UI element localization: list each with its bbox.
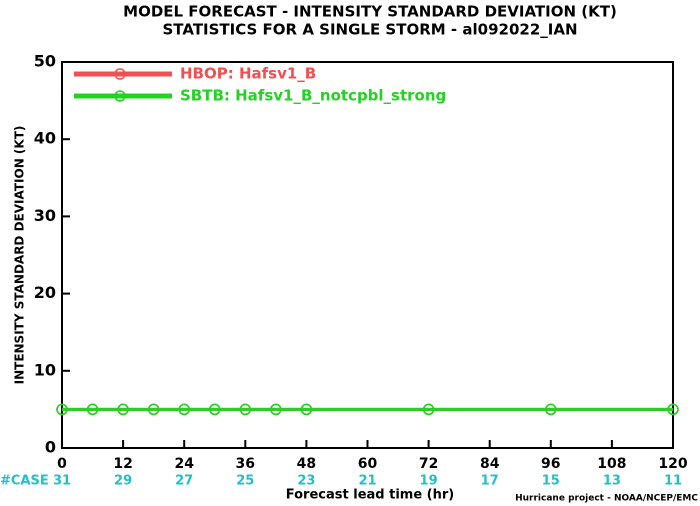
chart-subtitle: STATISTICS FOR A SINGLE STORM - al092022… — [163, 21, 578, 39]
x-tick-label: 0 — [57, 456, 67, 472]
x-tick-label: 12 — [113, 456, 132, 472]
point — [422, 403, 435, 416]
legend-marker — [114, 90, 126, 102]
legend-label: SBTB: Hafsv1_B_notcpbl_strong — [180, 87, 446, 105]
case-count: 15 — [542, 474, 560, 489]
legend-marker — [114, 68, 126, 80]
legend-label: HBOP: Hafsv1_B — [180, 65, 316, 83]
x-tick-label: 108 — [597, 456, 626, 472]
case-count: 19 — [420, 474, 438, 489]
x-tick-label: 84 — [480, 456, 500, 472]
x-tick-label: 120 — [658, 456, 687, 472]
x-tick-label: 60 — [358, 456, 378, 472]
case-count: 25 — [236, 474, 254, 489]
plot-frame — [61, 61, 674, 449]
y-tick-label: 50 — [34, 52, 56, 71]
y-tick-label: 30 — [34, 206, 56, 225]
x-axis-label: Forecast lead time (hr) — [286, 488, 454, 503]
y-tick-label: 20 — [34, 283, 56, 302]
case-count: 27 — [175, 474, 193, 489]
case-count: 31 — [53, 474, 71, 489]
point — [239, 403, 252, 416]
point — [56, 403, 68, 416]
chart-title: MODEL FORECAST - INTENSITY STANDARD DEVI… — [123, 3, 617, 21]
x-tick-label: 48 — [297, 456, 316, 472]
case-count: 23 — [297, 474, 315, 489]
x-tick-label: 24 — [174, 456, 194, 472]
x-tick-label: 72 — [419, 456, 438, 472]
point — [209, 403, 221, 416]
point — [86, 403, 99, 416]
case-count: 13 — [603, 474, 621, 489]
y-tick-label: 10 — [34, 360, 56, 379]
point — [270, 403, 282, 416]
point — [545, 403, 557, 416]
point — [300, 403, 313, 416]
x-tick-label: 36 — [236, 456, 255, 472]
footer: Hurricane project - NOAA/NCEP/EMC — [515, 494, 698, 504]
case-count: 21 — [358, 474, 376, 489]
case-count: 29 — [114, 474, 132, 489]
point — [667, 403, 679, 416]
point — [178, 403, 190, 416]
case-count: 17 — [481, 474, 499, 489]
y-axis-label: INTENSITY STANDARD DEVIATION (KT) — [13, 126, 27, 385]
x-tick-label: 96 — [541, 456, 560, 472]
case-count: 11 — [664, 474, 682, 489]
y-tick-label: 40 — [34, 129, 56, 148]
case-label: #CASE — [0, 474, 49, 489]
point — [117, 403, 129, 416]
point — [147, 403, 160, 416]
y-tick-label: 0 — [45, 438, 56, 457]
